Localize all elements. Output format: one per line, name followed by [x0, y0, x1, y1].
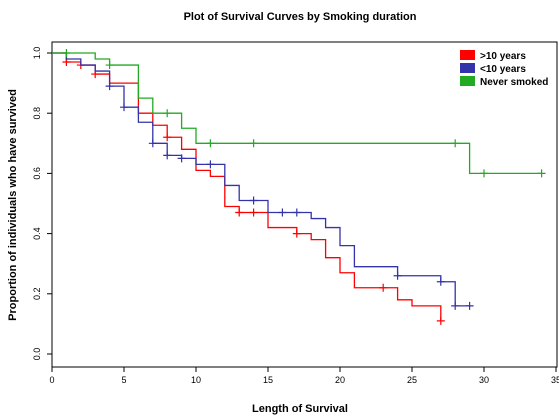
censor-mark [451, 139, 460, 148]
censor-mark [120, 103, 128, 112]
x-tick-label: 20 [335, 375, 345, 385]
censor-mark [436, 316, 445, 325]
y-axis: 0.0 0.2 0.4 0.6 0.8 1.0 [32, 47, 52, 361]
censor-mark [292, 208, 301, 217]
censor-mark [206, 139, 215, 148]
legend: >10 years <10 years Never smoked [460, 50, 548, 88]
censor-mark [163, 133, 172, 142]
censor-mark [105, 61, 114, 70]
censor-mark [480, 169, 488, 178]
x-tick-label: 30 [479, 375, 489, 385]
censor-mark [393, 271, 402, 280]
legend-swatch [460, 50, 475, 60]
censor-mark [235, 208, 244, 217]
plot-frame [51, 41, 558, 368]
x-axis: 0 5 10 15 20 25 30 35 [49, 367, 559, 385]
censor-mark [537, 169, 546, 178]
legend-label: <10 years [480, 64, 526, 75]
censor-mark [62, 49, 71, 57]
y-tick-label: 0.6 [32, 167, 42, 180]
censor-mark [177, 154, 186, 163]
x-tick-label: 35 [551, 375, 559, 385]
x-tick-label: 10 [191, 375, 201, 385]
chart-title: Plot of Survival Curves by Smoking durat… [184, 11, 417, 23]
censor-mark [249, 208, 258, 217]
x-axis-label: Length of Survival [252, 403, 348, 415]
censor-mark [278, 208, 287, 217]
censor-mark [249, 139, 258, 148]
x-tick-label: 25 [407, 375, 417, 385]
y-tick-label: 1.0 [32, 47, 42, 60]
x-tick-label: 0 [49, 375, 54, 385]
censor-mark [379, 283, 388, 292]
series-line-never-smoked [52, 52, 542, 175]
censor-mark [451, 301, 460, 310]
x-tick-label: 15 [263, 375, 273, 385]
x-tick-label: 5 [121, 375, 126, 385]
censor-mark [105, 82, 114, 91]
censor-mark [163, 109, 172, 118]
y-tick-label: 0.8 [32, 107, 42, 120]
plot-area [52, 49, 546, 325]
legend-label: Never smoked [480, 77, 548, 88]
legend-swatch [460, 76, 475, 86]
censor-mark [206, 160, 215, 169]
censor-mark [148, 139, 157, 148]
series-line-10-years [52, 52, 470, 307]
censor-mark [249, 196, 258, 205]
censor-mark [163, 151, 172, 160]
legend-swatch [460, 63, 475, 73]
series-line-10-years [52, 52, 442, 321]
y-tick-label: 0.2 [32, 288, 42, 301]
censor-mark [465, 301, 474, 310]
y-axis-label: Proportion of individuals who have survi… [7, 89, 19, 321]
y-tick-label: 0.4 [32, 227, 42, 240]
censor-mark [292, 229, 301, 238]
censor-mark [436, 277, 445, 286]
legend-label: >10 years [480, 51, 526, 62]
y-tick-label: 0.0 [32, 348, 42, 361]
